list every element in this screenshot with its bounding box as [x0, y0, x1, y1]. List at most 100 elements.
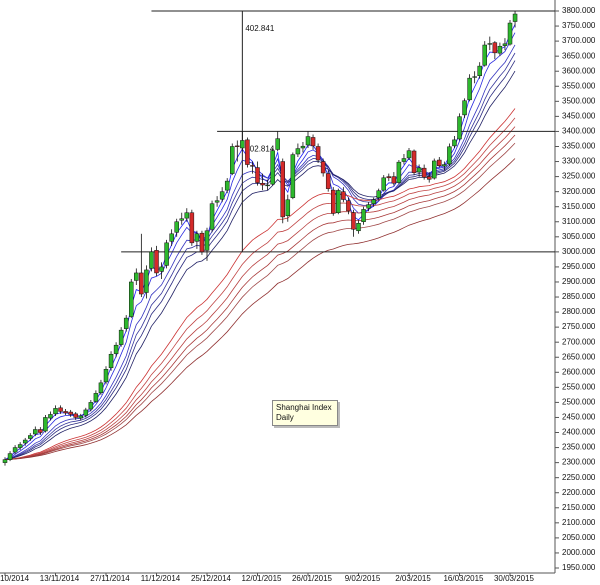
- candle-body: [22, 439, 28, 444]
- candle-body: [497, 45, 503, 54]
- moving-average: [4, 52, 516, 460]
- candle-body: [381, 177, 386, 191]
- x-tick-label: 30/10/2014: [0, 574, 30, 583]
- candle-body: [492, 42, 498, 54]
- candle-body: [214, 200, 220, 203]
- candle-body: [184, 212, 190, 219]
- candle-body: [139, 272, 144, 295]
- y-tick-label: 3750.000: [562, 21, 596, 30]
- x-tick-label: 26/01/2015: [292, 574, 333, 583]
- y-tick-label: 2850.000: [562, 292, 596, 301]
- candle-body: [336, 190, 341, 213]
- x-tick-label: 11/12/2014: [141, 574, 181, 583]
- y-tick-label: 3050.000: [562, 232, 596, 241]
- candle-body: [118, 329, 124, 345]
- candle-body: [406, 150, 412, 159]
- y-tick-label: 2000.000: [562, 548, 596, 557]
- measure-label: 402.841: [245, 24, 274, 33]
- moving-average: [4, 126, 516, 460]
- candle-body: [43, 417, 48, 432]
- x-tick-label: 9/02/2015: [345, 574, 381, 583]
- measure-label: 402.814: [245, 145, 274, 154]
- y-tick-label: 2350.000: [562, 443, 596, 452]
- y-tick-label: 2250.000: [562, 473, 596, 482]
- candle-body: [361, 209, 366, 223]
- candle-body: [512, 13, 518, 22]
- candle-body: [194, 233, 200, 242]
- legend-box: Shanghai Index Daily: [272, 400, 338, 426]
- y-tick-label: 2300.000: [562, 458, 596, 467]
- candle-body: [331, 189, 336, 214]
- candle-body: [245, 139, 250, 165]
- candle-body: [487, 43, 493, 45]
- candle-body: [98, 382, 104, 394]
- y-tick-label: 3200.000: [562, 187, 596, 196]
- candle-body: [467, 77, 472, 101]
- moving-average: [4, 142, 516, 460]
- candle-body: [93, 393, 99, 402]
- candle-body: [28, 435, 33, 439]
- candle-body: [48, 414, 53, 419]
- candle-body: [12, 447, 18, 453]
- y-tick-label: 2700.000: [562, 337, 596, 346]
- candle-body: [507, 22, 513, 45]
- candle-body: [376, 190, 381, 198]
- y-tick-label: 3450.000: [562, 111, 596, 120]
- candle-body: [351, 212, 356, 230]
- y-tick-label: 2650.000: [562, 352, 596, 361]
- candle-body: [275, 138, 280, 150]
- candle-body: [129, 281, 134, 317]
- candle-body: [230, 146, 235, 174]
- y-tick-label: 2550.000: [562, 382, 596, 391]
- candle-body: [17, 444, 23, 448]
- y-tick-label: 3300.000: [562, 157, 596, 166]
- candle-body: [113, 344, 119, 354]
- x-tick-label: 25/12/2014: [191, 574, 232, 583]
- x-tick-label: 30/03/2015: [494, 574, 535, 583]
- candle-body: [295, 148, 301, 155]
- moving-average: [4, 44, 516, 460]
- candle-body: [53, 408, 58, 415]
- y-tick-label: 2450.000: [562, 413, 596, 422]
- candle-body: [68, 411, 73, 415]
- y-tick-label: 2900.000: [562, 277, 596, 286]
- candle-body: [154, 250, 159, 274]
- candle-body: [255, 167, 260, 183]
- moving-average: [4, 60, 516, 460]
- candle-body: [144, 269, 149, 293]
- candle-body: [366, 204, 371, 209]
- x-tick-label: 27/11/2014: [90, 574, 130, 583]
- candle-body: [265, 184, 270, 187]
- x-tick-label: 13/11/2014: [40, 574, 80, 583]
- candle-body: [432, 160, 437, 179]
- candle-body: [219, 191, 225, 200]
- x-tick-label: 16/03/2015: [443, 574, 484, 583]
- legend-period: Daily: [276, 413, 294, 422]
- moving-average: [4, 134, 516, 460]
- candle-body: [134, 272, 139, 281]
- candle-body: [78, 415, 83, 419]
- candle-body: [199, 232, 205, 253]
- y-tick-label: 2200.000: [562, 488, 596, 497]
- y-tick-label: 3650.000: [562, 51, 596, 60]
- candle-body: [7, 453, 13, 460]
- candle-body: [2, 459, 8, 463]
- candle-body: [63, 411, 68, 414]
- candle-body: [320, 161, 326, 174]
- x-tick-label: 2/03/2015: [395, 574, 431, 583]
- candle-body: [391, 176, 397, 184]
- candle-body: [502, 43, 508, 46]
- y-tick-label: 3250.000: [562, 172, 596, 181]
- candle-body: [103, 369, 109, 383]
- candle-body: [159, 266, 164, 272]
- candle-body: [437, 159, 442, 167]
- candle-body: [421, 167, 427, 178]
- candle-body: [305, 136, 311, 146]
- candle-body: [416, 167, 422, 173]
- candle-body: [371, 199, 376, 204]
- y-tick-label: 2500.000: [562, 398, 596, 407]
- candle-body: [250, 165, 255, 167]
- candle-body: [189, 212, 195, 244]
